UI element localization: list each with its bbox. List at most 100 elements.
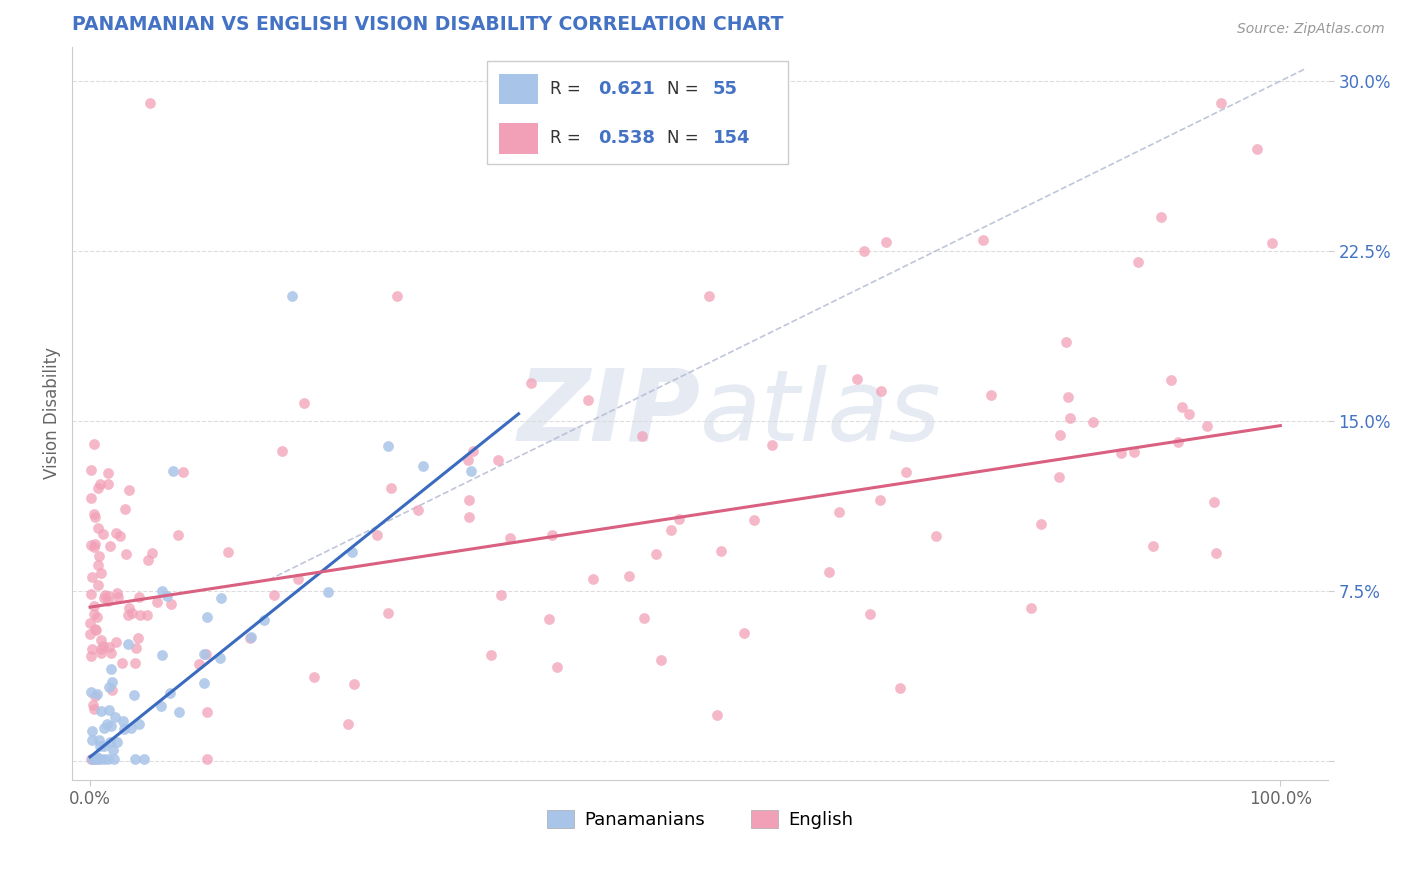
Point: [1031, 517, 1053, 532]
Point: [1195, 418, 1218, 433]
Point: [457, 509, 479, 524]
Point: [80, 587, 103, 601]
Y-axis label: Vision Disability: Vision Disability: [44, 347, 60, 479]
Point: [846, 372, 869, 386]
Point: [83, 507, 105, 521]
Point: [80, 569, 103, 583]
Point: [828, 505, 851, 519]
Point: [633, 611, 655, 625]
Point: [1049, 469, 1071, 483]
Point: [110, 529, 132, 543]
Point: [1126, 255, 1149, 269]
Point: [645, 548, 668, 562]
Point: [292, 396, 315, 410]
Point: [97, 752, 120, 766]
Point: [96, 717, 118, 731]
Point: [159, 597, 181, 611]
Point: [619, 569, 641, 583]
Point: [97, 680, 120, 694]
Point: [93, 526, 115, 541]
Point: [187, 657, 209, 672]
Point: [1178, 407, 1201, 421]
Point: [141, 546, 163, 560]
Point: [83, 599, 105, 614]
Point: [93, 721, 115, 735]
Point: [89, 646, 111, 660]
Point: [457, 493, 479, 508]
Point: [138, 96, 160, 111]
Point: [1081, 415, 1104, 429]
Point: [742, 513, 765, 527]
Point: [134, 752, 156, 766]
Point: [541, 528, 564, 542]
Point: [377, 606, 399, 620]
Point: [89, 752, 111, 766]
Point: [104, 634, 127, 648]
Point: [83, 437, 105, 451]
Point: [79, 752, 101, 766]
Point: [1167, 434, 1189, 449]
Point: [97, 477, 120, 491]
Point: [980, 388, 1002, 402]
Point: [576, 393, 599, 408]
Point: [1123, 445, 1146, 459]
Point: [150, 698, 173, 713]
Point: [80, 642, 103, 657]
Point: [82, 698, 104, 713]
Point: [118, 483, 141, 498]
Point: [121, 606, 143, 620]
Point: [98, 640, 121, 654]
Point: [852, 244, 875, 258]
Point: [82, 752, 104, 766]
Point: [818, 566, 841, 580]
Point: [128, 590, 150, 604]
Point: [105, 735, 128, 749]
Point: [93, 752, 115, 766]
Point: [114, 501, 136, 516]
Point: [122, 688, 145, 702]
Point: [972, 233, 994, 247]
Point: [499, 531, 522, 545]
Point: [281, 289, 304, 303]
Point: [209, 591, 232, 606]
Point: [172, 465, 194, 479]
Point: [1260, 235, 1282, 250]
Point: [111, 714, 134, 729]
Point: [93, 591, 115, 606]
Point: [100, 646, 122, 660]
Point: [167, 528, 190, 542]
Point: [90, 641, 112, 656]
Point: [1142, 539, 1164, 553]
Point: [150, 648, 173, 662]
Point: [89, 549, 111, 563]
Point: [343, 677, 366, 691]
Point: [710, 543, 733, 558]
Point: [380, 481, 402, 495]
Point: [86, 609, 108, 624]
Point: [582, 572, 605, 586]
Point: [128, 716, 150, 731]
Point: [240, 631, 263, 645]
Point: [115, 547, 138, 561]
Point: [84, 624, 107, 638]
Point: [117, 607, 139, 622]
Point: [1054, 334, 1077, 349]
Point: [169, 706, 191, 720]
Point: [107, 590, 129, 604]
Point: [263, 588, 285, 602]
Point: [90, 632, 112, 647]
Point: [101, 682, 124, 697]
Point: [87, 520, 110, 534]
Point: [103, 752, 125, 766]
Point: [761, 437, 783, 451]
Point: [193, 676, 215, 690]
Point: [316, 584, 339, 599]
Point: [412, 459, 434, 474]
Point: [146, 595, 169, 609]
Point: [83, 752, 105, 766]
Point: [80, 463, 103, 477]
Point: [83, 607, 105, 621]
Point: [80, 491, 103, 506]
Point: [98, 703, 121, 717]
Point: [195, 705, 218, 719]
